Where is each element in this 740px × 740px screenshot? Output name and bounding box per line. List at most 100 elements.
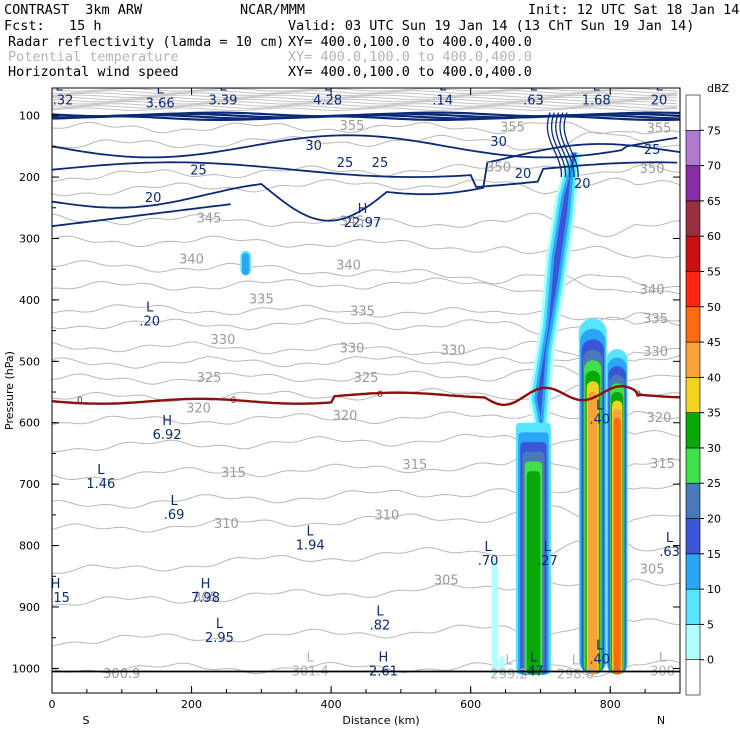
extremum-value: .27 xyxy=(537,554,558,569)
theta-label-325: 325 xyxy=(197,371,222,386)
field-xy-reflectivity: XY= 400.0,100.0 to 400.0,400.0 xyxy=(288,34,532,50)
colorbar-box xyxy=(685,271,701,308)
theta-label-355: 355 xyxy=(647,122,672,137)
y-tick-label-100: 100 xyxy=(19,110,40,123)
x-tick-label-600: 600 xyxy=(460,698,481,711)
cell-b-level-40 xyxy=(588,391,598,675)
extremum-L-marker: L xyxy=(307,651,315,666)
colorbar-label-40: 40 xyxy=(707,371,721,384)
theta-strat-line xyxy=(52,105,678,109)
colorbar-box xyxy=(685,588,701,625)
colorbar-label-35: 35 xyxy=(707,407,721,420)
colorbar-box xyxy=(685,200,701,237)
theta-label-335: 335 xyxy=(350,305,375,320)
model-label: CONTRAST 3km ARW xyxy=(4,2,143,18)
colorbar-box xyxy=(685,447,701,484)
colorbar-label-5: 5 xyxy=(707,618,714,631)
theta-line-328 xyxy=(52,353,680,369)
theta-label-335: 335 xyxy=(249,292,274,307)
colorbar-box xyxy=(685,553,701,590)
extremum-value: 4.28 xyxy=(313,93,342,108)
theta-line-325 xyxy=(52,365,680,385)
theta-line-310 xyxy=(52,505,680,533)
colorbar-box xyxy=(685,165,701,202)
forecast-hour: Fcst: 15 h xyxy=(4,18,102,34)
extremum-L-marker: L xyxy=(439,79,447,94)
freezing-label-2: 0 xyxy=(377,390,383,400)
x-tick-label-400: 400 xyxy=(321,698,342,711)
wind-core-line xyxy=(52,113,680,120)
extremum-value: .40 xyxy=(589,652,610,667)
extremum-L-marker: L xyxy=(170,494,178,509)
theta-line-353 xyxy=(52,131,680,151)
theta-label-320: 320 xyxy=(333,409,358,424)
extremum-value: .63 xyxy=(523,93,544,108)
theta-strat-line xyxy=(52,96,678,101)
y-tick-label-400: 400 xyxy=(19,294,40,307)
extremum-value: 7.98 xyxy=(191,591,220,606)
wind-core-line xyxy=(52,115,680,121)
theta-line-323 xyxy=(52,383,680,403)
extremum-H-marker: H xyxy=(358,202,368,217)
theta-label-350: 350 xyxy=(486,160,511,175)
isolated-echo-level-10 xyxy=(242,253,250,276)
theta-strat-line xyxy=(52,98,678,103)
colorbar-label-25: 25 xyxy=(707,477,721,490)
theta-line-335 xyxy=(52,304,680,322)
theta-strat-line xyxy=(52,107,678,111)
extremum-L-marker: L xyxy=(596,399,604,414)
y-axis-title: Pressure (hPa) xyxy=(3,351,16,430)
extremum-H-marker: H xyxy=(379,651,389,666)
x-tick-label-0: 0 xyxy=(49,698,56,711)
wind-label-30: 30 xyxy=(490,135,507,150)
theta-label-325: 325 xyxy=(354,371,379,386)
extremum-value: .20 xyxy=(139,314,160,329)
colorbar-label-0: 0 xyxy=(707,654,714,667)
theta-label-310: 310 xyxy=(375,509,400,524)
theta-strat-line xyxy=(52,103,678,107)
wind-line-20 xyxy=(52,143,680,222)
theta-strat-line xyxy=(52,94,678,99)
extremum-L-marker: L xyxy=(157,82,165,97)
theta-line-318 xyxy=(52,426,680,453)
y-tick-label-500: 500 xyxy=(19,355,40,368)
theta-line-355 xyxy=(52,121,680,135)
colorbar-box xyxy=(685,659,701,696)
colorbar-label-20: 20 xyxy=(707,513,721,526)
colorbar-box xyxy=(685,624,701,661)
theta-strat-line xyxy=(52,88,678,92)
colorbar-label-70: 70 xyxy=(707,160,721,173)
theta-label-345: 345 xyxy=(340,214,365,229)
extremum-value: 3.39 xyxy=(208,93,237,108)
freezing-label-3: 0 xyxy=(635,390,641,400)
wind-fold-line xyxy=(559,112,575,178)
y-tick-label-300: 300 xyxy=(19,232,40,245)
colorbar-box xyxy=(685,412,701,449)
extremum-L-marker: L xyxy=(572,654,580,669)
extremum-value: 2.32 xyxy=(45,93,74,108)
echo-2 xyxy=(498,656,505,675)
theta-line-308 xyxy=(52,538,680,574)
extremum-value: 22.97 xyxy=(344,216,381,231)
extrema-markers: L2.32L3.66L3.39L4.28L.14L.63L1.68L20H22.… xyxy=(45,79,680,683)
extremum-value: .14 xyxy=(432,93,453,108)
extremum-H-marker: H xyxy=(51,577,61,592)
org-label: NCAR/MMM xyxy=(240,2,306,18)
theta-label-340: 340 xyxy=(640,283,665,298)
colorbar-box xyxy=(685,306,701,343)
extremum-value: 6.92 xyxy=(153,428,182,443)
wind-fold-line xyxy=(550,112,567,178)
extremum-L-marker: L xyxy=(324,79,332,94)
wind-label-25: 25 xyxy=(372,156,389,171)
theta-label-350: 350 xyxy=(640,162,665,177)
theta-line-340 xyxy=(52,260,680,295)
wind-label-20: 20 xyxy=(515,167,532,182)
extremum-L-marker: L xyxy=(307,525,315,540)
theta-label-305: 305 xyxy=(193,590,218,605)
extremum-value: .40 xyxy=(589,413,610,428)
x-tick-label-200: 200 xyxy=(181,698,202,711)
extremum-value: 299.2 xyxy=(490,668,527,683)
theta-label-315: 315 xyxy=(402,458,427,473)
